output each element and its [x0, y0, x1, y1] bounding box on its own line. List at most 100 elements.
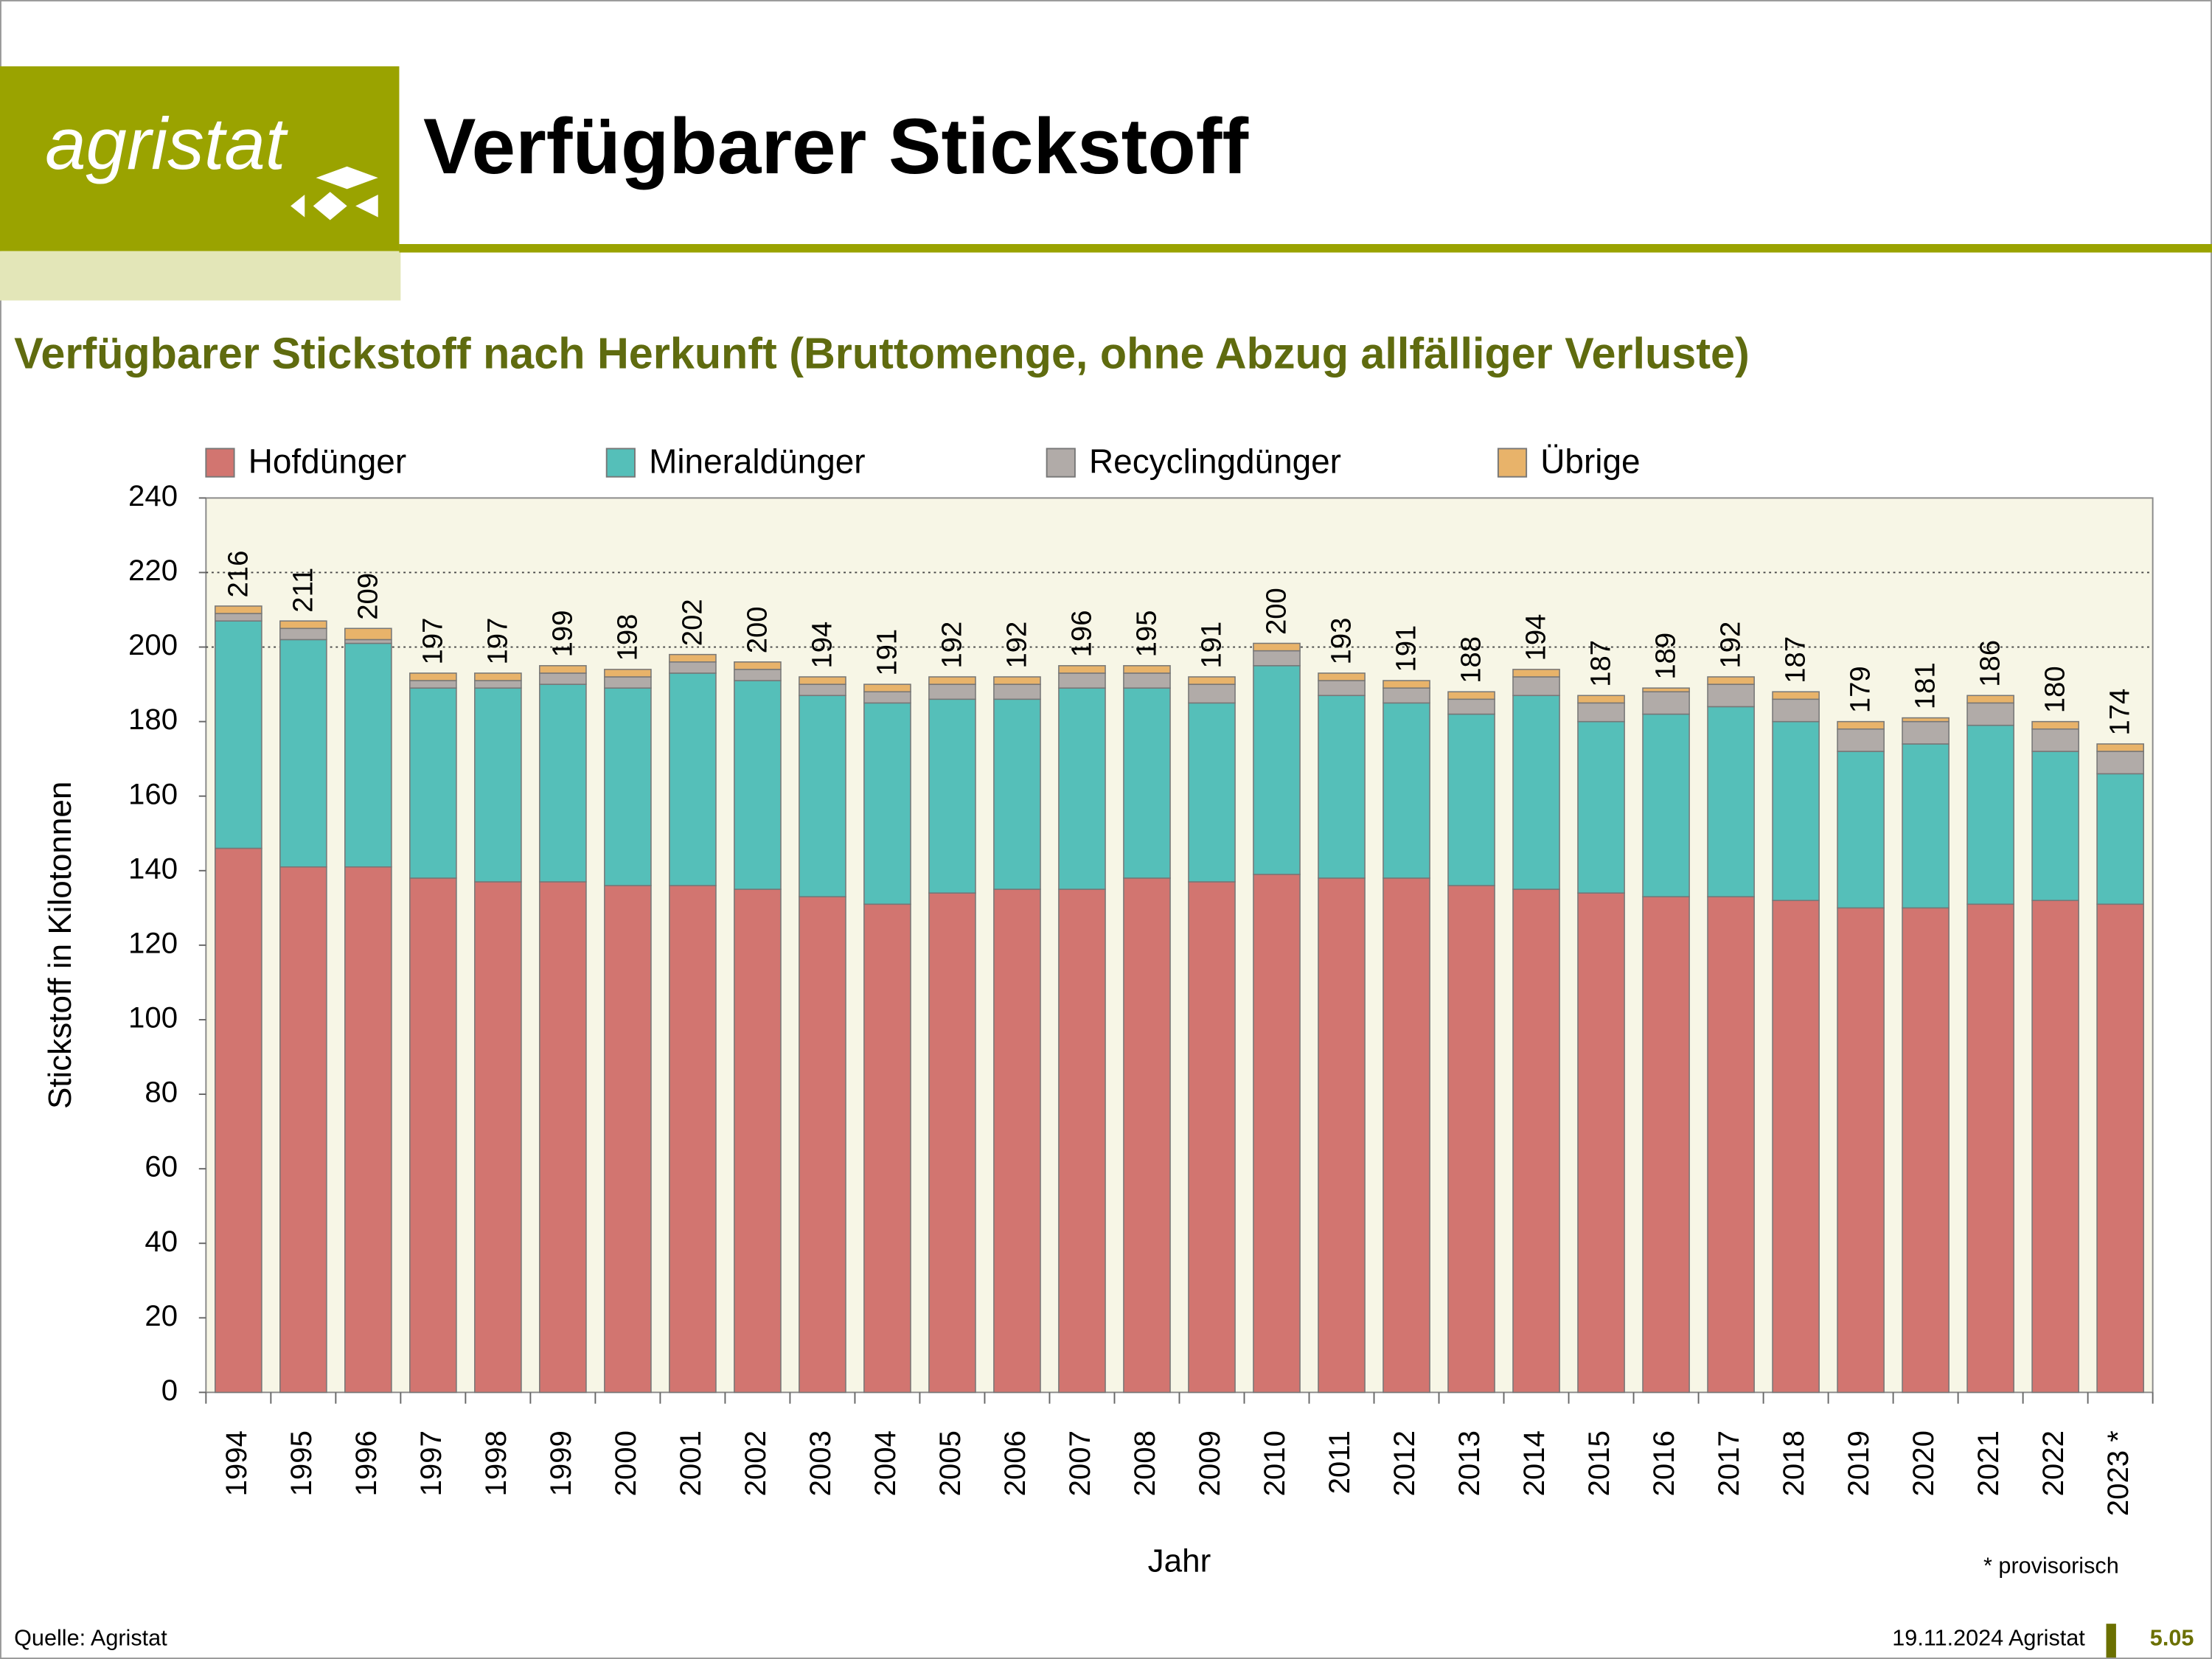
bar-segment	[1382, 877, 1430, 1394]
bar-segment	[344, 627, 392, 641]
legend-swatch	[205, 448, 235, 478]
x-tick-label: 2008	[1128, 1430, 1161, 1496]
total-label: 200	[741, 606, 773, 653]
total-label: 194	[806, 622, 838, 669]
bar-segment	[409, 680, 457, 689]
bar-segment	[799, 695, 846, 897]
bar-segment	[604, 676, 652, 689]
bar-segment	[734, 661, 782, 670]
bar-segment	[474, 672, 522, 681]
total-label: 180	[2039, 666, 2071, 713]
total-label: 189	[1650, 633, 1682, 680]
total-label: 192	[936, 622, 967, 669]
bar-segment	[474, 687, 522, 883]
x-tick-label: 1999	[544, 1430, 577, 1496]
bar-segment	[1577, 892, 1625, 1394]
bar-segment	[2031, 900, 2079, 1394]
footer-date: 19.11.2024 Agristat	[1892, 1625, 2085, 1650]
bar-segment	[1642, 687, 1690, 692]
y-tick-label: 240	[128, 479, 178, 512]
x-tick-label: 2022	[2037, 1430, 2070, 1496]
bar-segment	[863, 684, 911, 692]
y-tick-label: 40	[145, 1225, 178, 1258]
bar-segment	[1902, 743, 1950, 909]
bar-segment	[1188, 702, 1236, 883]
page-title: Verfügbarer Stickstoff	[423, 102, 1248, 190]
bar-segment	[669, 653, 717, 663]
y-tick-label: 20	[145, 1299, 178, 1332]
bar-segment	[734, 680, 782, 890]
bar-segment	[1318, 877, 1366, 1394]
bar-segment	[1577, 695, 1625, 704]
bar-segment	[1447, 698, 1495, 715]
legend-swatch	[1046, 448, 1076, 478]
chart-title: Verfügbarer Stickstoff nach Herkunft (Br…	[14, 329, 1750, 378]
bar-segment	[1642, 713, 1690, 897]
bar-segment	[409, 877, 457, 1394]
bar-segment	[1966, 903, 2014, 1394]
total-label: 200	[1261, 588, 1293, 635]
total-label: 191	[871, 629, 902, 676]
bar-segment	[604, 669, 652, 678]
bar-segment	[1188, 676, 1236, 685]
footnote: * provisorisch	[1983, 1554, 2119, 1579]
x-tick-label: 1996	[349, 1430, 383, 1496]
total-label: 195	[1131, 611, 1163, 658]
x-tick-label: 2014	[1517, 1430, 1551, 1496]
header-rule	[399, 243, 2212, 253]
bar-segment	[993, 684, 1041, 700]
bar-segment	[474, 881, 522, 1394]
bar-segment	[279, 639, 327, 868]
total-label: 197	[417, 618, 448, 665]
bar-segment	[2096, 743, 2144, 752]
total-label: 199	[546, 611, 578, 658]
bar-segment	[863, 903, 911, 1394]
x-tick-label: 2023 *	[2101, 1430, 2135, 1516]
bar-segment	[2096, 751, 2144, 775]
y-tick-label: 180	[128, 703, 178, 736]
bar-segment	[215, 613, 262, 622]
bar-segment	[279, 627, 327, 641]
bar-segment	[799, 896, 846, 1394]
total-label: 216	[222, 551, 254, 598]
bar-segment	[1772, 691, 1820, 700]
bar-segment	[1123, 665, 1171, 674]
bar-segment	[215, 620, 262, 849]
y-tick-label: 100	[128, 1001, 178, 1034]
bar-segment	[1123, 687, 1171, 879]
logo-strip	[0, 251, 401, 301]
bar-segment	[1966, 695, 2014, 704]
total-label: 191	[1391, 625, 1422, 672]
legend-swatch	[1497, 448, 1528, 478]
total-label: 188	[1455, 636, 1487, 684]
x-axis-label: Jahr	[1148, 1543, 1211, 1579]
total-label: 192	[1715, 622, 1747, 669]
bar-segment	[539, 684, 587, 883]
bar-segment	[1772, 720, 1820, 902]
bar-segment	[1642, 691, 1690, 715]
y-tick-label: 120	[128, 926, 178, 959]
bar-segment	[928, 676, 976, 685]
x-tick-label: 2020	[1907, 1430, 1940, 1496]
bar-segment	[474, 680, 522, 689]
bar-segment	[1318, 672, 1366, 681]
x-tick-label: 2000	[609, 1430, 642, 1496]
bar-segment	[1966, 724, 2014, 905]
bar-segment	[215, 605, 262, 614]
bar-segment	[1188, 881, 1236, 1394]
bar-segment	[1902, 907, 1950, 1394]
bar-segment	[539, 881, 587, 1394]
bar-segment	[1772, 698, 1820, 723]
bar-segment	[279, 620, 327, 630]
bar-segment	[669, 885, 717, 1394]
bar-segment	[863, 691, 911, 704]
x-tick-label: 2016	[1647, 1430, 1680, 1496]
bar-segment	[1188, 684, 1236, 704]
x-tick-label: 1994	[220, 1430, 253, 1496]
total-label: 197	[481, 618, 513, 665]
x-tick-label: 2013	[1453, 1430, 1486, 1496]
x-tick-label: 2003	[804, 1430, 837, 1496]
total-label: 193	[1326, 618, 1357, 665]
